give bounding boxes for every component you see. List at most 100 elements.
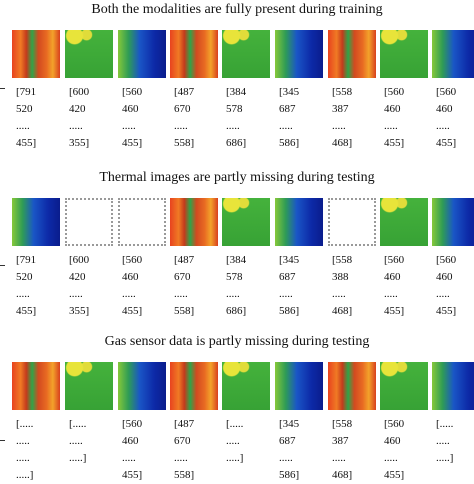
- sensor-value: 670: [174, 435, 191, 447]
- sensor-value: 460: [122, 271, 139, 283]
- sensor-value: .....: [122, 452, 136, 464]
- sensor-image: [222, 198, 270, 246]
- sensor-value: 460: [122, 435, 139, 447]
- sensor-value: [.....: [69, 418, 87, 430]
- missing-image: [118, 198, 166, 246]
- missing-image: [65, 198, 113, 246]
- sensor-value: .....: [174, 120, 188, 132]
- sensor-value: .....: [174, 452, 188, 464]
- edge-mark: [0, 265, 5, 266]
- sensor-image: [65, 30, 113, 78]
- sensor-value: 420: [69, 271, 86, 283]
- sensor-value: 578: [226, 103, 243, 115]
- edge-mark: [0, 440, 5, 441]
- sensor-image: [12, 198, 60, 246]
- sensor-value: 455]: [384, 137, 405, 149]
- sensor-image: [65, 362, 113, 410]
- sensor-value: [.....: [226, 418, 244, 430]
- sensor-value: .....: [122, 120, 136, 132]
- sensor-value: 455]: [436, 305, 457, 317]
- sensor-value: [345: [279, 86, 300, 98]
- sensor-value: .....: [174, 288, 188, 300]
- sensor-value: 455]: [16, 137, 37, 149]
- sensor-value: .....: [332, 120, 346, 132]
- sensor-value: 578: [226, 271, 243, 283]
- sensor-image: [222, 362, 270, 410]
- sensor-value: [560: [122, 418, 143, 430]
- sensor-value: [791: [16, 254, 37, 266]
- sensor-value: 586]: [279, 469, 300, 481]
- sensor-value: 460: [384, 435, 401, 447]
- sensor-value: [487: [174, 418, 195, 430]
- sensor-value: 670: [174, 271, 191, 283]
- sensor-value: 460: [384, 103, 401, 115]
- panel-title: Gas sensor data is partly missing during…: [104, 334, 370, 349]
- sensor-value: 520: [16, 271, 33, 283]
- sensor-value: 455]: [384, 469, 405, 481]
- sensor-value: .....: [332, 288, 346, 300]
- sensor-value: 687: [279, 271, 296, 283]
- sensor-value: .....: [122, 288, 136, 300]
- sensor-image: [275, 30, 323, 78]
- sensor-value: 558]: [174, 305, 195, 317]
- sensor-value: 686]: [226, 137, 247, 149]
- edge-mark: [0, 88, 5, 89]
- sensor-value: 455]: [122, 469, 143, 481]
- sensor-value: 687: [279, 435, 296, 447]
- sensor-value: .....: [436, 435, 450, 447]
- sensor-value: [558: [332, 86, 353, 98]
- sensor-value: [384: [226, 86, 247, 98]
- sensor-image: [275, 198, 323, 246]
- sensor-value: [487: [174, 86, 195, 98]
- sensor-value: [345: [279, 418, 300, 430]
- sensor-value: .....: [436, 288, 450, 300]
- sensor-value: .....: [16, 452, 30, 464]
- sensor-value: 670: [174, 103, 191, 115]
- sensor-image: [432, 198, 474, 246]
- sensor-value: 455]: [384, 305, 405, 317]
- sensor-value: .....: [226, 120, 240, 132]
- sensor-value: 387: [332, 435, 349, 447]
- sensor-value: 455]: [436, 137, 457, 149]
- sensor-value: 455]: [16, 305, 37, 317]
- sensor-value: 687: [279, 103, 296, 115]
- sensor-value: .....: [69, 288, 83, 300]
- sensor-value: [384: [226, 254, 247, 266]
- sensor-value: [487: [174, 254, 195, 266]
- sensor-value: .....]: [436, 452, 454, 464]
- sensor-value: 468]: [332, 305, 353, 317]
- sensor-image: [328, 362, 376, 410]
- sensor-value: [558: [332, 418, 353, 430]
- sensor-value: [560: [384, 254, 405, 266]
- sensor-value: .....: [16, 120, 30, 132]
- sensor-value: 460: [384, 271, 401, 283]
- sensor-value: .....: [279, 452, 293, 464]
- sensor-image: [170, 30, 218, 78]
- sensor-value: .....: [16, 435, 30, 447]
- sensor-value: 455]: [122, 305, 143, 317]
- sensor-value: 460: [436, 271, 453, 283]
- sensor-value: [560: [436, 86, 457, 98]
- sensor-value: 468]: [332, 137, 353, 149]
- sensor-value: [.....: [16, 418, 34, 430]
- sensor-image: [432, 30, 474, 78]
- sensor-value: .....: [436, 120, 450, 132]
- sensor-value: .....]: [16, 469, 34, 481]
- sensor-image: [432, 362, 474, 410]
- missing-image: [328, 198, 376, 246]
- sensor-value: .....: [69, 435, 83, 447]
- sensor-image: [12, 362, 60, 410]
- sensor-value: 455]: [122, 137, 143, 149]
- sensor-value: 420: [69, 103, 86, 115]
- sensor-value: [600: [69, 86, 90, 98]
- sensor-value: 388: [332, 271, 349, 283]
- sensor-value: 586]: [279, 137, 300, 149]
- sensor-value: .....: [226, 435, 240, 447]
- sensor-value: [560: [122, 86, 143, 98]
- sensor-value: 686]: [226, 305, 247, 317]
- sensor-value: [600: [69, 254, 90, 266]
- sensor-value: 355]: [69, 137, 90, 149]
- sensor-value: .....: [332, 452, 346, 464]
- sensor-value: 558]: [174, 137, 195, 149]
